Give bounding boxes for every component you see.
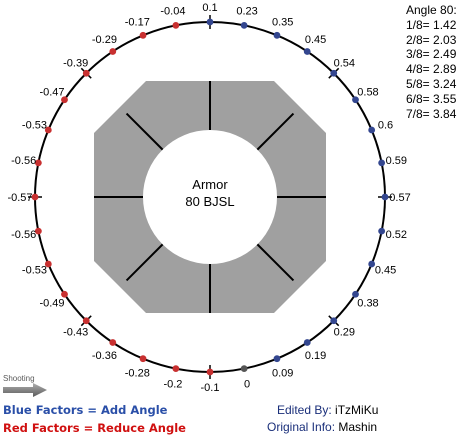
factor-label: 0.54 [334, 58, 355, 70]
factor-marker [378, 159, 386, 167]
factor-label: -0.56 [11, 229, 36, 241]
factor-label: -0.2 [163, 378, 182, 390]
factor-marker [240, 21, 248, 29]
factor-marker [34, 159, 42, 167]
ring-divider [125, 112, 164, 151]
factor-marker [44, 260, 52, 268]
credit-edited-value: iTzMiKu [335, 403, 379, 417]
factor-label: 0.58 [357, 86, 378, 98]
factor-marker [352, 290, 359, 298]
factor-marker [44, 126, 52, 134]
factor-label: 0.09 [272, 368, 293, 380]
factor-marker [273, 31, 281, 39]
factor-marker [330, 69, 338, 77]
factor-label: -0.47 [39, 86, 64, 98]
credit-original-info: Original Info: Mashin [267, 420, 377, 434]
factor-label: -0.53 [22, 265, 47, 277]
legend-blue-factors: Blue Factors = Add Angle [3, 403, 168, 417]
factor-marker [82, 317, 90, 325]
factor-marker [330, 317, 338, 325]
factor-label: -0.1 [201, 382, 220, 394]
factor-marker [368, 126, 376, 134]
factor-marker [61, 290, 68, 298]
factor-marker [172, 365, 180, 373]
factor-marker [303, 48, 311, 55]
center-label-armor: Armor [192, 177, 228, 192]
factor-label: -0.49 [39, 298, 64, 310]
factor-marker [352, 96, 359, 104]
ring-corner-cut [94, 261, 146, 313]
angle-row: 7/8= 3.84 [406, 106, 457, 121]
factor-marker [381, 193, 389, 201]
factor-label: 0.29 [334, 326, 355, 338]
factor-label: -0.29 [92, 34, 117, 46]
ring-divider [125, 243, 164, 282]
factor-label: 0.59 [386, 155, 407, 167]
factor-marker [172, 21, 180, 29]
factor-label: 0.38 [357, 298, 378, 310]
shooting-label: Shooting [3, 374, 35, 383]
factor-marker [139, 31, 147, 39]
factor-label: 0.35 [272, 16, 293, 28]
factor-label: 0.57 [389, 192, 410, 204]
ring-divider [256, 243, 295, 282]
factor-label: -0.53 [22, 119, 47, 131]
factor-label: -0.28 [125, 368, 150, 380]
ring-corner-cut [274, 81, 326, 133]
factor-marker [34, 227, 42, 235]
factor-circle [28, 15, 392, 379]
angle-table: Angle 80: 1/8= 1.42 2/8= 2.03 3/8= 2.49 … [406, 3, 466, 121]
armor-ring [94, 81, 326, 313]
factor-marker [273, 355, 281, 363]
factor-labels: 0.1 0.23 0.35 0.45 0.54 0.58 0.6 0.59 0.57 0.52 0.… [7, 2, 410, 394]
credit-edited-by: Edited By: iTzMiKu [277, 403, 378, 417]
factor-marker [31, 193, 39, 201]
factor-marker [109, 48, 117, 55]
factor-label: -0.04 [160, 6, 185, 18]
factor-label: -0.56 [11, 155, 36, 167]
factor-marker [368, 260, 376, 268]
factor-marker [378, 227, 386, 235]
factor-marker [82, 69, 90, 77]
credit-original-value: Mashin [338, 420, 378, 434]
legend-red-factors: Red Factors = Reduce Angle [3, 421, 186, 435]
factor-marker [303, 339, 311, 346]
factor-label: 0.23 [236, 6, 257, 18]
ring-corner-cut [274, 261, 326, 313]
angle-table-title: Angle 80: [406, 3, 457, 17]
center-label-thickness: 80 BJSL [185, 194, 234, 209]
shooting-indicator: Shooting [3, 374, 63, 402]
factor-label: 0.45 [305, 34, 326, 46]
factor-marker [240, 365, 248, 373]
angle-row: 5/8= 3.24 [406, 76, 457, 91]
credit-original-key: Original Info: [267, 420, 336, 434]
factor-label: 0.45 [375, 265, 396, 277]
angle-row: 1/8= 1.42 [406, 17, 457, 32]
factor-label: 0.1 [202, 2, 217, 14]
factor-marker [139, 355, 147, 363]
angle-row: 3/8= 2.49 [406, 47, 457, 62]
ring-corner-cut [94, 81, 146, 133]
factor-marker [61, 96, 68, 104]
factor-label: 0 [244, 378, 250, 390]
angle-row: 4/8= 2.89 [406, 62, 457, 77]
factor-label: -0.17 [125, 16, 150, 28]
factor-label: -0.43 [63, 326, 88, 338]
angle-row: 6/8= 3.55 [406, 91, 457, 106]
angle-row: 2/8= 2.03 [406, 32, 457, 47]
credit-edited-key: Edited By: [277, 403, 332, 417]
factor-label: 0.52 [386, 229, 407, 241]
ring-divider [256, 112, 295, 151]
arrow-right-icon [3, 383, 47, 397]
factor-marker [206, 368, 214, 376]
factor-label: -0.36 [92, 350, 117, 362]
factor-label: -0.57 [7, 192, 32, 204]
factor-label: 0.19 [305, 350, 326, 362]
factor-label: -0.39 [63, 58, 88, 70]
factor-label: 0.6 [378, 119, 393, 131]
factor-marker [206, 18, 214, 26]
factor-marker [109, 339, 117, 346]
